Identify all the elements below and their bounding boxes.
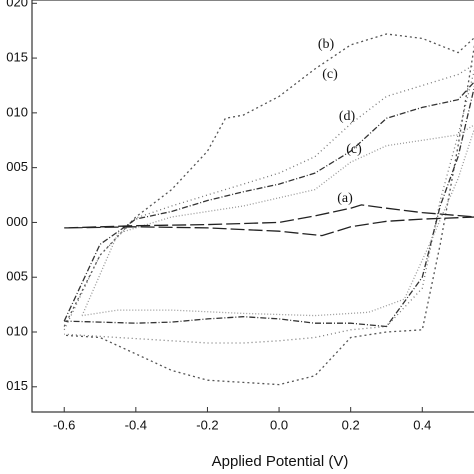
y-tick-label: 010 xyxy=(6,104,28,119)
plot-frame xyxy=(31,0,474,413)
x-axis-label: Applied Potential (V) xyxy=(212,453,349,470)
x-tick-label: -0.2 xyxy=(196,417,218,432)
x-tick-label: 0.2 xyxy=(342,417,360,432)
cv-curve xyxy=(64,204,474,237)
cv-curve xyxy=(63,81,474,328)
y-tick-label: 020 xyxy=(6,0,28,10)
cv-curve xyxy=(81,124,474,317)
cv-curve xyxy=(63,33,474,386)
y-tick-label: 005 xyxy=(6,269,28,284)
x-tick-label: 0.4 xyxy=(413,417,431,432)
y-tick-label: 005 xyxy=(6,159,28,174)
y-tick-label: 000 xyxy=(6,214,28,229)
curve-label: (a) xyxy=(337,191,353,206)
y-tick-label: 010 xyxy=(6,323,28,338)
curve-label: (c) xyxy=(346,142,362,157)
x-tick-label: -0.4 xyxy=(125,417,147,432)
curve-label: (d) xyxy=(339,109,356,124)
curve-label: (b) xyxy=(318,37,335,52)
x-tick-label: -0.6 xyxy=(53,417,75,432)
curve-label: (c) xyxy=(322,67,338,82)
y-tick-label: 015 xyxy=(6,50,28,65)
x-tick-label: 0.0 xyxy=(270,417,288,432)
cv-curve xyxy=(63,64,474,344)
y-tick-label: 015 xyxy=(6,378,28,393)
